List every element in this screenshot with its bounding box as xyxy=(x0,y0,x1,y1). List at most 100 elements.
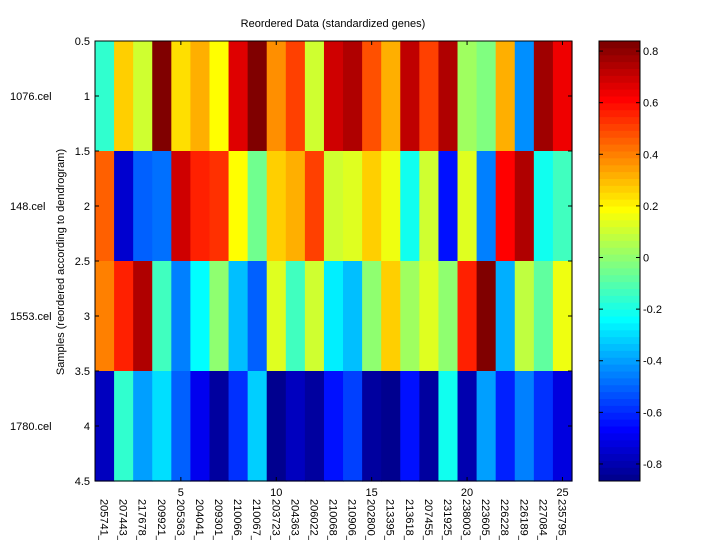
heatmap-cell xyxy=(514,261,535,372)
heatmap-cell xyxy=(114,371,134,482)
colorbar-segment xyxy=(599,391,640,400)
colorbar-tick-label: 0 xyxy=(643,253,649,265)
colorbar-tick-label: 0.2 xyxy=(643,201,658,213)
heatmap-cell xyxy=(285,41,306,152)
y-axis-label: Samples (reordered according to dendrogr… xyxy=(55,149,67,375)
colorbar xyxy=(599,41,640,482)
heatmap-cell xyxy=(400,41,420,152)
heatmap-cell xyxy=(247,371,268,482)
column-label: 205363_ xyxy=(174,499,186,540)
heatmap-cell xyxy=(171,41,191,152)
colorbar-segment xyxy=(599,254,640,262)
heatmap-cell xyxy=(304,151,325,262)
column-label: 235795_ xyxy=(555,499,567,540)
heatmap-cell xyxy=(476,371,497,482)
heatmap-cell xyxy=(95,371,115,482)
colorbar-segment xyxy=(599,82,640,90)
colorbar-segment xyxy=(599,274,640,283)
heatmap-cell xyxy=(476,151,497,262)
heatmap-cell xyxy=(343,261,363,372)
heatmap-cell xyxy=(95,261,115,372)
column-label: 207455_ xyxy=(422,499,434,540)
heatmap-cell xyxy=(495,371,516,482)
colorbar-segment xyxy=(599,398,640,406)
colorbar-tick-label: -0.8 xyxy=(643,459,662,471)
heatmap-cell xyxy=(438,151,459,262)
colorbar-segment xyxy=(599,460,640,468)
colorbar-segment xyxy=(599,412,640,420)
heatmap-cell xyxy=(362,371,382,482)
row-label: 1780.cel xyxy=(10,421,52,433)
heatmap-cell xyxy=(190,371,211,482)
colorbar-segment xyxy=(599,206,640,214)
heatmap-cell xyxy=(438,261,459,372)
heatmap-cell xyxy=(247,41,268,152)
y-axis: 0.5 1 1.5 2 2.5 3 3.5 4 4.5 xyxy=(75,36,572,488)
heatmap-cell xyxy=(552,151,573,262)
heatmap-cell xyxy=(419,151,440,262)
colorbar-segment xyxy=(599,309,640,317)
colorbar-segment xyxy=(599,384,640,393)
x-tick-label: 10 xyxy=(270,487,282,499)
row-label: 1553.cel xyxy=(10,311,52,323)
column-label: 206022_ xyxy=(307,499,319,540)
row-label: 148.cel xyxy=(10,201,45,213)
heatmap-cell xyxy=(152,261,172,372)
colorbar-segment xyxy=(599,343,640,351)
column-label: 223605_ xyxy=(479,499,491,540)
y-tick-label: 0.5 xyxy=(75,36,90,48)
column-label: 226189_ xyxy=(517,499,529,540)
heatmap-cell xyxy=(400,261,420,372)
colorbar-segment xyxy=(599,233,640,241)
heatmap-cell xyxy=(495,151,516,262)
colorbar-tick-label: -0.2 xyxy=(643,304,662,316)
heatmap-cell xyxy=(362,151,382,262)
heatmap-cell xyxy=(457,41,478,152)
row-label: 1076.cel xyxy=(10,91,52,103)
heatmap-cell xyxy=(228,41,249,152)
colorbar-segment xyxy=(599,178,640,186)
heatmap-cell xyxy=(381,261,401,372)
heatmap-cell xyxy=(533,41,554,152)
colorbar-segment xyxy=(599,137,640,145)
colorbar-segment xyxy=(599,130,640,138)
heatmap-cell xyxy=(400,371,420,482)
colorbar-tick-label: 0.6 xyxy=(643,98,658,110)
chart-title: Reordered Data (standardized genes) xyxy=(241,18,426,30)
column-label: 227084_ xyxy=(536,499,548,540)
heatmap-cell xyxy=(457,151,478,262)
colorbar-segment xyxy=(599,446,640,455)
colorbar-segment xyxy=(599,47,640,56)
colorbar-segment xyxy=(599,302,640,310)
colorbar-segment xyxy=(599,364,640,372)
heatmap-cell xyxy=(323,261,344,372)
colorbar-segment xyxy=(599,151,640,159)
column-label: 238003_ xyxy=(460,499,472,540)
colorbar-segment xyxy=(599,185,640,193)
heatmap-cell xyxy=(304,371,325,482)
column-label: 210068_ xyxy=(327,499,339,540)
y-tick-label: 1 xyxy=(84,91,90,103)
column-label: 231925_ xyxy=(441,499,453,540)
row-labels: 1076.cel 148.cel 1553.cel 1780.cel xyxy=(10,91,52,433)
colorbar-segment xyxy=(599,261,640,269)
heatmap-cell xyxy=(95,41,115,152)
column-label: 204363_ xyxy=(288,499,300,540)
heatmap-cell xyxy=(285,371,306,482)
heatmap-cell xyxy=(476,261,497,372)
heatmap-cell xyxy=(228,261,249,372)
column-label: 203723_ xyxy=(269,499,281,540)
heatmap-cell xyxy=(381,151,401,262)
colorbar-segment xyxy=(599,157,640,166)
y-tick-label: 1.5 xyxy=(75,146,90,158)
heatmap-cell xyxy=(266,371,287,482)
colorbar-segment xyxy=(599,336,640,345)
column-label: 204041_ xyxy=(193,499,205,540)
heatmap-cell xyxy=(266,41,287,152)
x-tick-label: 5 xyxy=(178,487,184,499)
y-tick-label: 4.5 xyxy=(75,476,90,488)
colorbar-segment xyxy=(599,295,640,303)
colorbar-segment xyxy=(599,474,640,482)
colorbar-tick-label: -0.6 xyxy=(643,407,662,419)
heatmap-cell xyxy=(190,41,211,152)
